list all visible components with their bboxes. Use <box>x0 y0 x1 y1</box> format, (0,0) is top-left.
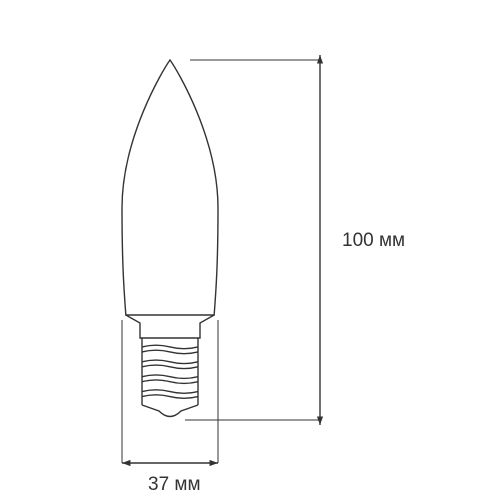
thread-turn <box>142 345 198 349</box>
height-dimension-line-arrow-start <box>317 55 323 63</box>
width-dimension-line-arrow-start <box>122 460 130 466</box>
thread-turn <box>142 380 198 384</box>
bulb-body-outline <box>122 60 218 315</box>
diagram-svg <box>0 0 500 500</box>
thread-turn <box>142 350 198 354</box>
width-dimension-label: 37 мм <box>148 474 201 496</box>
thread-turn <box>142 395 198 399</box>
bulb-collar-outline <box>126 315 214 338</box>
thread-turn <box>142 375 198 379</box>
width-dimension-line-arrow-end <box>210 460 218 466</box>
dimension-diagram: 100 мм 37 мм <box>0 0 500 500</box>
thread-turn <box>142 360 198 364</box>
thread-turn <box>142 390 198 394</box>
thread-turn <box>142 365 198 369</box>
height-dimension-label: 100 мм <box>342 230 405 252</box>
height-dimension-line-arrow-end <box>317 417 323 425</box>
bulb-contact-tip <box>142 405 198 417</box>
